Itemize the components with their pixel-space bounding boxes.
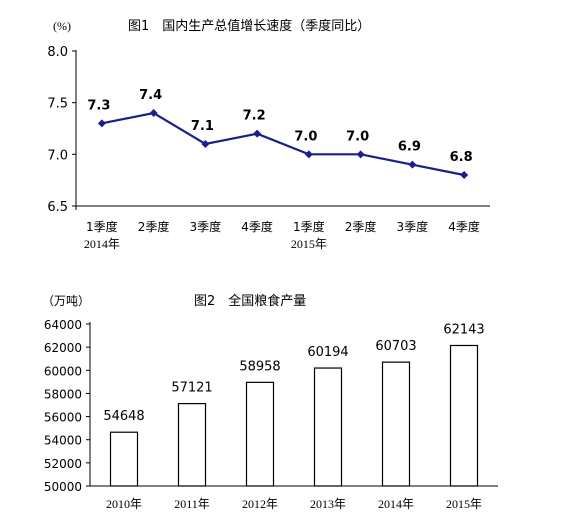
chart1-x-tick-label: 2季度 <box>138 219 170 234</box>
chart2-y-tick-label: 50000 <box>44 480 82 494</box>
chart1-x-tick-label: 1季度 <box>86 219 118 234</box>
chart1-data-label: 7.2 <box>243 109 266 124</box>
chart2-data-label: 54648 <box>103 409 144 424</box>
chart1-x-tick-label: 4季度 <box>448 219 480 234</box>
chart2-bar <box>109 431 139 487</box>
chart2-x-tick-label: 2013年 <box>310 497 346 511</box>
chart2-x-tick-label: 2010年 <box>106 497 142 511</box>
chart1-y-tick-label: 7.5 <box>47 97 68 112</box>
chart2-data-label: 58958 <box>239 359 280 374</box>
chart2-x-tick-label: 2015年 <box>446 497 482 511</box>
chart1-data-label: 7.3 <box>87 98 110 113</box>
chart2-data-label: 57121 <box>171 381 212 396</box>
chart1-data-label: 7.0 <box>294 129 317 144</box>
chart2-y-tick-label: 52000 <box>44 457 82 471</box>
chart2-y-tick-label: 60000 <box>44 364 82 378</box>
chart2-bar <box>177 402 207 487</box>
chart1-data-point <box>201 140 210 148</box>
chart1-data-label: 6.8 <box>450 150 473 165</box>
chart2-y-tick-label: 62000 <box>44 341 82 355</box>
chart1-y-tick-label: 6.5 <box>47 200 68 215</box>
chart1-data-point <box>97 119 106 128</box>
chart1-data-point <box>149 109 158 117</box>
chart2-x-tick-label: 2011年 <box>174 497 210 511</box>
chart1-data-label: 7.1 <box>191 119 214 134</box>
chart1-title: 图1 国内生产总值增长速度（季度同比） <box>128 18 370 34</box>
chart1-series-line <box>101 111 465 177</box>
chart1-x-tick-label: 3季度 <box>190 219 222 234</box>
chart2-bar <box>313 367 343 487</box>
chart1-data-label: 7.0 <box>346 129 369 144</box>
chart1-x-tick-label: 4季度 <box>241 219 273 234</box>
chart2-y-tick-label: 58000 <box>44 387 82 401</box>
chart2-bar <box>245 381 275 487</box>
chart1-year-label: 2015年 <box>291 237 327 251</box>
chart2-title: 图2 全国粮食产量 <box>194 293 306 309</box>
chart1-x-tick-label: 3季度 <box>397 219 429 234</box>
gdp-growth-chart: (%) 图1 国内生产总值增长速度（季度同比） 8.0 7.5 7.0 6.5 1季度… <box>47 18 490 251</box>
chart2-x-tick-label: 2014年 <box>378 497 414 511</box>
chart2-y-tick-label: 64000 <box>44 318 82 332</box>
chart1-data-point <box>460 171 469 179</box>
chart2-bar <box>381 361 411 487</box>
grain-output-chart: （万吨） 图2 全国粮食产量 64000 62000 60000 58000 56000… <box>42 293 498 511</box>
chart2-unit-label: （万吨） <box>42 294 90 308</box>
chart2-data-label: 60703 <box>375 339 416 354</box>
chart2-bar <box>449 344 479 487</box>
chart1-data-point <box>304 150 313 159</box>
chart2-y-tick-label: 56000 <box>44 411 82 425</box>
chart1-x-tick-label: 2季度 <box>345 219 377 234</box>
chart2-x-tick-label: 2012年 <box>242 497 278 511</box>
chart1-year-label: 2014年 <box>84 237 120 251</box>
chart2-data-label: 60194 <box>307 345 348 360</box>
chart1-x-tick-label: 1季度 <box>293 219 325 234</box>
chart1-data-label: 6.9 <box>398 140 421 155</box>
chart1-y-tick-label: 7.0 <box>47 148 68 163</box>
chart1-data-point <box>356 150 365 159</box>
chart2-data-label: 62143 <box>443 322 484 337</box>
chart1-data-point <box>253 129 262 138</box>
chart1-y-tick-label: 8.0 <box>47 45 68 60</box>
chart1-data-point <box>408 160 417 169</box>
chart2-y-tick-label: 54000 <box>44 434 82 448</box>
chart1-unit-label: (%) <box>53 19 71 33</box>
chart1-data-label: 7.4 <box>139 88 162 103</box>
